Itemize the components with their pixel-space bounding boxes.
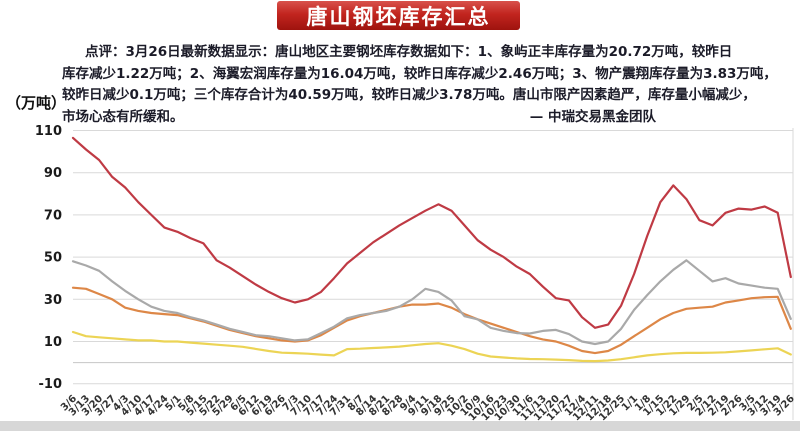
- footer-bar: [0, 421, 800, 431]
- team-signature: — 中瑞交易黑金团队: [529, 108, 656, 125]
- commentary-line-4-text: 市场心态有所缓和。: [62, 108, 184, 125]
- commentary-line-2: 库存减少1.22万吨；2、海翼宏润库存量为16.04万吨，较昨日库存减少2.46…: [62, 65, 777, 82]
- svg-text:110: 110: [35, 124, 62, 139]
- commentary: 点评：3月26日最新数据显示：唐山地区主要钢坯库存数据如下：1、象屿正丰库存量为…: [62, 42, 784, 128]
- svg-text:70: 70: [44, 208, 62, 223]
- commentary-line-4: 市场心态有所缓和。 — 中瑞交易黑金团队: [62, 107, 784, 129]
- y-axis-unit-label: （万吨）: [6, 94, 67, 112]
- svg-text:30: 30: [44, 293, 62, 308]
- page-title: 唐山钢坯库存汇总: [277, 1, 520, 30]
- commentary-line-3: 较昨日减少0.1万吨；三个库存合计为40.59万吨，较昨日减少3.78万吨。唐山…: [62, 87, 756, 103]
- svg-text:-10: -10: [39, 377, 63, 392]
- svg-text:50: 50: [44, 251, 62, 266]
- svg-text:90: 90: [44, 166, 62, 181]
- svg-text:10: 10: [44, 335, 62, 350]
- commentary-line-1: 点评：3月26日最新数据显示：唐山地区主要钢坯库存数据如下：1、象屿正丰库存量为…: [85, 44, 733, 60]
